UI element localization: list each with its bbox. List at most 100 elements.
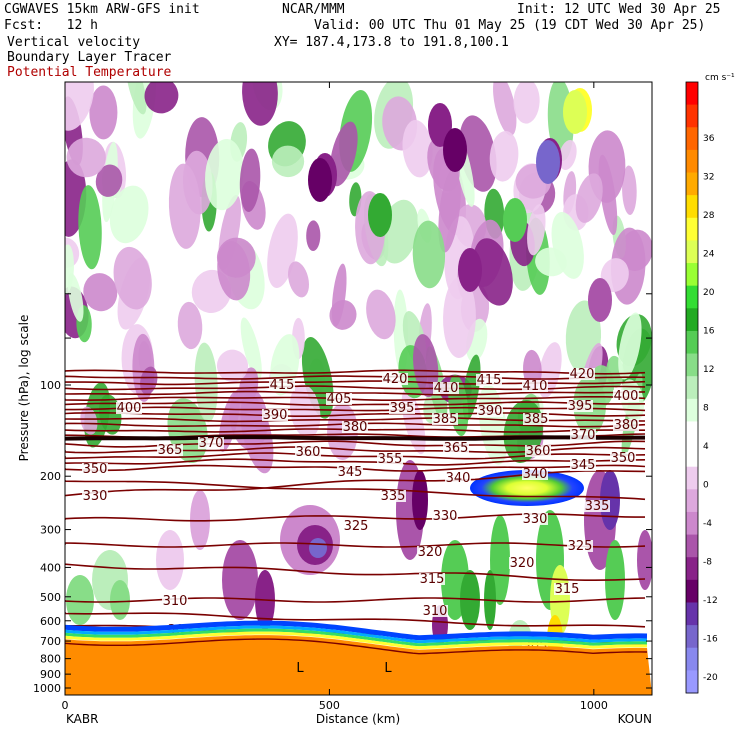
theta-contour-label: 340 (523, 467, 548, 482)
theta-contour-label: 330 (433, 509, 458, 524)
boundary-layer-band (65, 625, 648, 644)
y-tick-label: 300 (40, 524, 61, 537)
colorbar-swatch (686, 217, 698, 241)
theta-contour-label: 395 (568, 399, 593, 414)
colorbar-swatch (686, 285, 698, 309)
velocity-cell (67, 273, 84, 322)
colorbar-swatch (686, 149, 698, 174)
x-axis-label: Distance (km) (316, 712, 400, 726)
colorbar-unit: cm s⁻¹ (705, 73, 735, 83)
low-marker: L (384, 661, 392, 676)
velocity-cell (331, 263, 347, 327)
y-tick-label: 1000 (33, 682, 61, 695)
theta-contour-label: 365 (158, 443, 183, 458)
x-tick-label: 1000 (580, 699, 608, 712)
forecast-hour: Fcst: 12 h (4, 18, 98, 33)
colorbar-swatch (686, 353, 698, 377)
theta-contour-label: 400 (117, 401, 142, 416)
colorbar-swatch (686, 579, 698, 603)
velocity-core (536, 140, 560, 184)
theta-contour-label: 320 (510, 556, 535, 571)
theta-contour-strat (65, 369, 646, 375)
theta-contour-label: 395 (390, 401, 415, 416)
colorbar-swatch (686, 376, 698, 400)
velocity-cell (412, 220, 446, 289)
field-boundary-layer-tracer: Boundary Layer Tracer (7, 50, 172, 65)
velocity-cell-lower (637, 530, 652, 590)
colorbar-swatch (686, 534, 698, 558)
velocity-cell (95, 164, 123, 197)
theta-contour-label: 405 (327, 392, 352, 407)
velocity-cell (527, 204, 546, 256)
theta-contour-label: 345 (571, 458, 596, 473)
colorbar-label: 36 (703, 134, 715, 144)
colorbar-swatch (686, 444, 698, 468)
theta-contour-label: 420 (383, 372, 408, 387)
colorbar-swatch (686, 82, 698, 106)
velocity-cell-lower (490, 515, 510, 605)
velocity-cell (575, 173, 603, 223)
velocity-core (588, 278, 612, 322)
theta-contour-label: 370 (571, 428, 596, 443)
velocity-cell (89, 85, 118, 140)
colorbar-swatch (686, 647, 698, 671)
theta-contour-label: 400 (614, 389, 639, 404)
velocity-cell (205, 138, 244, 211)
cross-section-coords: XY= 187.4,173.8 to 191.8,100.1 (274, 35, 509, 50)
velocity-cell (217, 241, 251, 301)
velocity-cell (144, 82, 179, 114)
colorbar-label: -12 (703, 596, 718, 606)
theta-contour-label: 390 (263, 408, 288, 423)
theta-contour-label: 330 (83, 489, 108, 504)
velocity-cell (288, 261, 310, 298)
y-tick-label: 700 (40, 635, 61, 648)
y-tick-label: 800 (40, 653, 61, 666)
theta-contour-label: 355 (378, 452, 403, 467)
velocity-cell (366, 289, 396, 340)
colorbar-swatch (686, 421, 698, 445)
theta-contour-label: 315 (555, 582, 580, 597)
velocity-cell-lower (156, 530, 184, 590)
theta-contour-tropo (65, 612, 646, 628)
colorbar-swatch (686, 398, 698, 422)
boundary-layer-band (65, 628, 648, 647)
x-axis: 0 500 1000 (62, 82, 608, 712)
velocity-cell (271, 145, 305, 178)
boundary-layer-band (65, 631, 648, 650)
velocity-core (503, 198, 527, 242)
colorbar-label: 28 (703, 211, 715, 221)
x-tick-label: 0 (62, 699, 69, 712)
theta-contour-label: 350 (611, 451, 636, 466)
theta-contour-label: 310 (423, 604, 448, 619)
theta-contour-label: 335 (585, 499, 610, 514)
theta-contour-label: 320 (418, 545, 443, 560)
velocity-cell (622, 165, 637, 215)
theta-contour-label: 360 (526, 444, 551, 459)
colorbar-label: 24 (703, 250, 715, 260)
low-marker: L (296, 661, 304, 676)
theta-contour-label: 390 (478, 404, 503, 419)
y-axis-label: Pressure (hPa), log scale (17, 315, 31, 462)
velocity-cell (113, 246, 152, 310)
model-title: CGWAVES 15km ARW-GFS init (4, 2, 200, 17)
colorbar-label: -20 (703, 673, 718, 683)
valid-time: Valid: 00 UTC Thu 01 May 25 (19 CDT Wed … (314, 18, 706, 33)
colorbar-label: 20 (703, 288, 715, 298)
theta-contour-strat (65, 406, 646, 412)
theta-contour-upper (65, 458, 646, 466)
theta-contour-label: 385 (524, 412, 549, 427)
colorbar-label: -4 (703, 519, 712, 529)
velocity-cell-lower (110, 580, 130, 620)
theta-contour-label: 420 (570, 367, 595, 382)
velocity-core (368, 193, 392, 237)
theta-contour-label: 415 (270, 378, 295, 393)
velocity-cell (65, 159, 87, 237)
colorbar-label: -8 (703, 558, 712, 568)
velocity-cell (216, 349, 249, 383)
theta-contour-label: 330 (523, 512, 548, 527)
tropopause-band (65, 435, 645, 441)
velocity-cell (65, 82, 94, 131)
theta-contour-label: 385 (433, 412, 458, 427)
